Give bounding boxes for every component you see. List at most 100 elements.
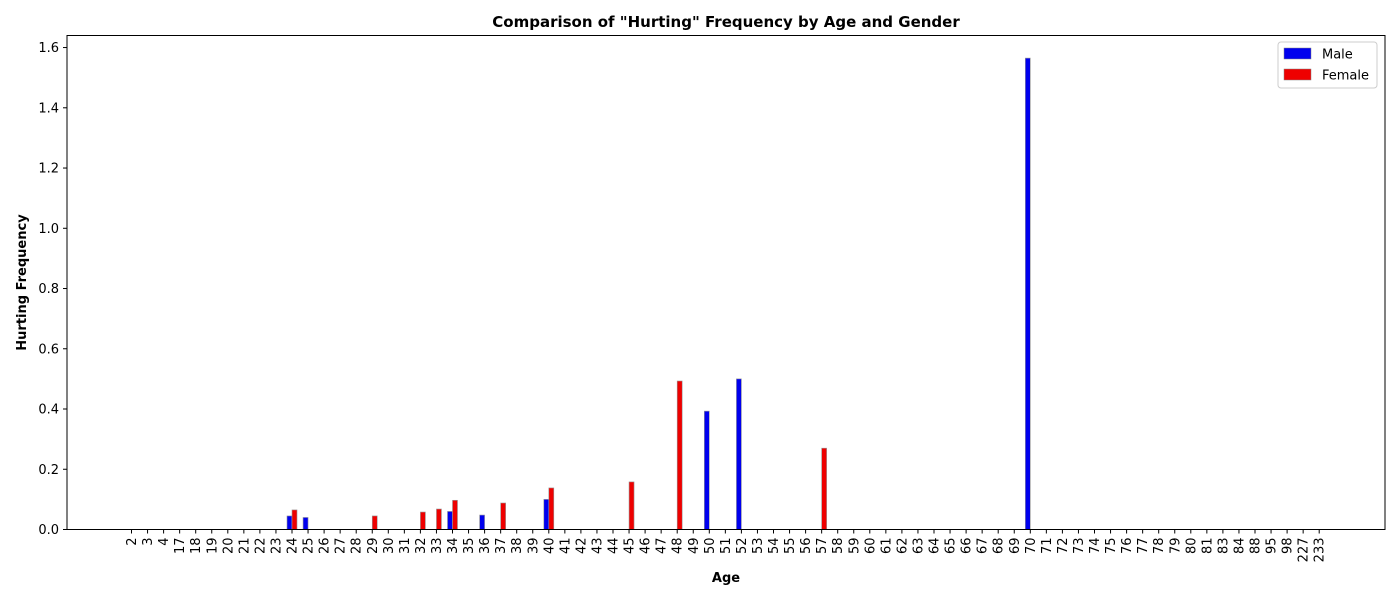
bar-female-age-32 (420, 511, 426, 530)
x-tick-label: 88 (1249, 538, 1264, 555)
bar-male-age-36 (479, 514, 485, 530)
x-tick-label: 30 (382, 538, 397, 555)
x-tick-label: 40 (542, 538, 557, 555)
x-tick-label: 56 (799, 538, 814, 555)
x-tick-label: 41 (558, 538, 573, 555)
x-tick-label: 62 (895, 538, 910, 555)
x-tick-label: 23 (269, 538, 284, 555)
bar-female-age-48 (676, 380, 683, 530)
x-tick-label: 81 (1200, 538, 1215, 555)
x-tick-label: 59 (847, 538, 862, 555)
x-tick-label: 66 (960, 538, 975, 555)
x-tick-label: 38 (510, 538, 525, 555)
x-tick-label: 46 (639, 538, 654, 555)
x-tick-label: 26 (318, 538, 333, 555)
x-tick-label: 76 (1120, 538, 1135, 555)
y-tick-label: 1.0 (38, 222, 59, 237)
bar-female-age-37 (500, 502, 506, 530)
x-tick-label: 49 (687, 538, 702, 555)
bar-female-age-24 (291, 509, 298, 530)
x-tick-label: 36 (478, 538, 493, 555)
x-tick-label: 84 (1232, 538, 1247, 555)
x-tick-label: 63 (911, 538, 926, 555)
y-axis-label: Hurting Frequency (15, 214, 30, 351)
x-tick-label: 67 (976, 538, 991, 555)
x-tick-label: 79 (1168, 538, 1183, 555)
x-tick-label: 45 (623, 538, 638, 555)
y-tick-label: 0.0 (38, 523, 59, 538)
x-tick-label: 32 (414, 538, 429, 555)
x-tick-label: 70 (1024, 538, 1039, 555)
x-tick-label: 35 (462, 538, 477, 555)
bar-female-age-45 (628, 481, 635, 530)
legend-label-male: Male (1322, 48, 1353, 63)
x-tick-label: 3 (141, 538, 156, 546)
y-tick-label: 0.6 (38, 342, 59, 357)
x-axis-ticks: 2 3 4 17 18 19 20 21 22 23 24 25 26 27 28 29 30 31 32 33 34 3… (125, 529, 1328, 563)
x-tick-label: 71 (1040, 538, 1055, 555)
x-tick-label: 31 (398, 538, 413, 555)
plot-frame (66, 35, 1386, 530)
x-tick-label: 50 (703, 538, 718, 555)
legend: Male Female (1277, 41, 1378, 89)
x-tick-label: 61 (879, 538, 894, 555)
y-tick-label: 1.6 (38, 41, 59, 56)
x-tick-label: 74 (1088, 538, 1103, 555)
y-tick-label: 0.2 (38, 463, 59, 478)
x-tick-label: 54 (767, 538, 782, 555)
bar-female-age-57 (821, 447, 827, 530)
bar-female-age-40 (548, 487, 555, 530)
x-tick-label: 25 (302, 538, 317, 555)
x-axis-label: Age (712, 571, 740, 586)
y-tick-label: 0.4 (38, 403, 59, 418)
legend-swatch-female (1283, 68, 1312, 81)
bar-male-age-52 (736, 378, 742, 530)
bar-male-age-24 (286, 515, 293, 530)
x-tick-label: 29 (366, 538, 381, 555)
legend-swatch-male (1283, 47, 1312, 60)
chart-title: Comparison of "Hurting" Frequency by Age… (492, 13, 960, 31)
bar-male-age-25 (302, 517, 309, 530)
bar-male-age-70 (1025, 57, 1031, 530)
bar-male-age-34 (447, 511, 453, 530)
bar-female-age-33 (436, 508, 442, 530)
x-tick-label: 34 (446, 538, 461, 555)
bar-female-age-29 (371, 515, 378, 530)
x-tick-label: 48 (671, 538, 686, 555)
x-tick-label: 233 (1313, 538, 1328, 563)
x-tick-label: 55 (783, 538, 798, 555)
y-tick-label: 0.8 (38, 282, 59, 297)
x-tick-label: 68 (992, 538, 1007, 555)
bar-female-age-34 (452, 499, 458, 530)
x-tick-label: 20 (221, 538, 236, 555)
x-tick-label: 75 (1104, 538, 1119, 555)
x-tick-label: 78 (1152, 538, 1167, 555)
x-tick-label: 39 (526, 538, 541, 555)
x-tick-label: 58 (831, 538, 846, 555)
y-tick-label: 1.2 (38, 162, 59, 177)
x-tick-label: 28 (350, 538, 365, 555)
x-tick-label: 37 (494, 538, 509, 555)
x-tick-label: 51 (719, 538, 734, 555)
x-tick-label: 2 (125, 538, 140, 546)
bars-group (286, 57, 1031, 530)
x-tick-label: 77 (1136, 538, 1151, 555)
y-tick-label: 1.4 (38, 101, 59, 116)
x-tick-label: 18 (189, 538, 204, 555)
x-tick-label: 53 (751, 538, 766, 555)
x-tick-label: 47 (655, 538, 670, 555)
x-tick-label: 44 (607, 538, 622, 555)
x-tick-label: 73 (1072, 538, 1087, 555)
x-tick-label: 72 (1056, 538, 1071, 555)
x-tick-label: 42 (574, 538, 589, 555)
x-tick-label: 33 (430, 538, 445, 555)
x-tick-label: 227 (1297, 538, 1312, 563)
x-tick-label: 60 (863, 538, 878, 555)
x-tick-label: 80 (1184, 538, 1199, 555)
x-tick-label: 69 (1008, 538, 1023, 555)
x-tick-label: 43 (590, 538, 605, 555)
x-tick-label: 95 (1265, 538, 1280, 555)
y-axis-ticks: 0.0 0.2 0.4 0.6 0.8 1.0 1.2 1.4 1.6 (38, 41, 67, 538)
legend-label-female: Female (1322, 69, 1369, 84)
